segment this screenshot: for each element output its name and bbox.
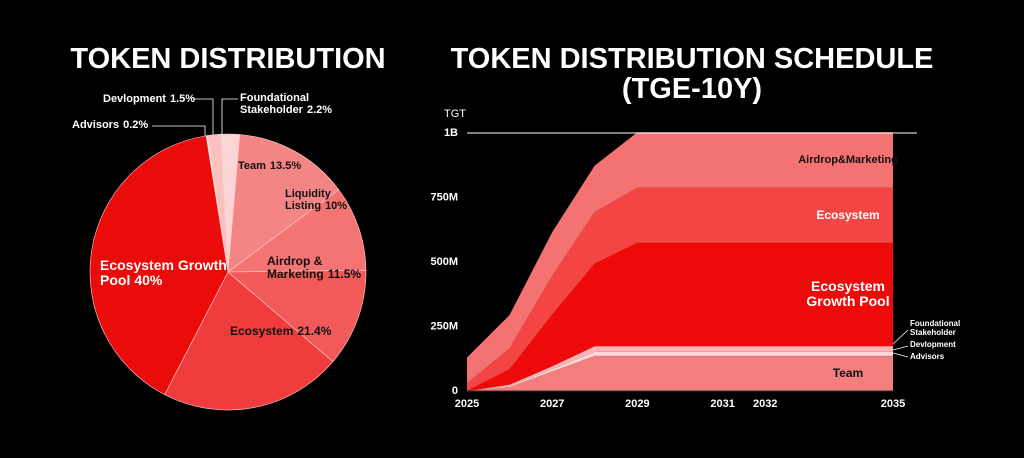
leader-line	[892, 329, 909, 345]
x-tick-label: 2032	[753, 398, 777, 410]
slice-name: Ecosystem Growth Pool	[100, 257, 227, 289]
pie-label: Devlopment 1.5%	[103, 93, 223, 105]
y-tick-label: 0	[452, 385, 458, 397]
area	[467, 242, 893, 391]
y-tick-label: 1B	[444, 127, 458, 139]
area	[467, 187, 893, 391]
leader-line	[221, 98, 238, 135]
pie-label: Ecosystem Growth Pool 40%	[100, 257, 230, 289]
slice-value: 0.2%	[123, 119, 149, 131]
slice-value: 10%	[325, 200, 348, 213]
pie-slice	[227, 269, 367, 363]
pie-label: Team 13.5%	[238, 160, 301, 172]
pie-label: Foundational Stakeholder 2.2%	[240, 92, 350, 116]
area	[467, 346, 893, 391]
y-tick-label: 250M	[430, 320, 458, 332]
pie-label: Liquidity Listing 10%	[285, 188, 347, 213]
slice-name: Airdrop & Marketing	[267, 254, 324, 282]
leader-line	[152, 125, 206, 136]
pie-slice	[227, 134, 340, 273]
pie-label: Advisors 0.2%	[72, 119, 172, 131]
pie-label: Ecosystem 21.4%	[230, 324, 380, 338]
x-tick-label: 2035	[881, 398, 905, 410]
chart-title: TOKEN DISTRIBUTION	[70, 43, 386, 75]
chart-title: TOKEN DISTRIBUTION SCHEDULE (TGE-10Y)	[450, 43, 934, 106]
slice-value: 2.2%	[306, 104, 333, 117]
pie-slice	[227, 189, 367, 273]
x-tick-label: 2031	[710, 398, 734, 410]
pie-slice	[164, 271, 334, 411]
legend-label: Airdrop&Marketing	[798, 153, 898, 166]
pie-slice	[207, 133, 229, 273]
slice-name: Ecosystem	[230, 324, 294, 338]
pie-label: Airdrop & Marketing 11.5%	[267, 254, 372, 282]
slice-value: 21.4%	[297, 324, 332, 338]
slice-name: Foundational Stakeholder	[240, 92, 310, 117]
area	[467, 356, 893, 391]
y-tick-label: 500M	[430, 256, 458, 268]
leader-line	[892, 345, 909, 351]
slice-name: Team	[238, 160, 266, 172]
legend-label: Team	[832, 365, 864, 380]
legend-label: Foundational Stakeholder	[910, 319, 961, 337]
legend-label: Ecosystem Growth Pool	[806, 278, 890, 310]
x-tick-label: 2029	[625, 398, 649, 410]
legend-label: Advisors	[910, 352, 945, 361]
leader-line	[193, 98, 214, 135]
x-tick-label: 2025	[455, 398, 479, 410]
slice-value: 40%	[134, 272, 163, 289]
area	[467, 351, 893, 391]
legend-label: Ecosystem	[816, 207, 880, 222]
legend-label: Devlopment	[910, 340, 956, 349]
slice-name: Advisors	[72, 119, 120, 131]
x-tick-label: 2027	[540, 398, 564, 410]
y-axis-label: TGT	[444, 108, 466, 120]
leader-line	[892, 352, 909, 358]
pie-slice	[89, 135, 229, 396]
slice-value: 1.5%	[169, 93, 196, 105]
y-tick-label: 750M	[430, 191, 458, 203]
slice-name: Liquidity Listing	[285, 188, 331, 213]
slice-value: 13.5%	[269, 160, 302, 172]
area	[467, 132, 893, 384]
slice-name: Devlopment	[103, 93, 166, 105]
slice-value: 11.5%	[327, 267, 362, 282]
